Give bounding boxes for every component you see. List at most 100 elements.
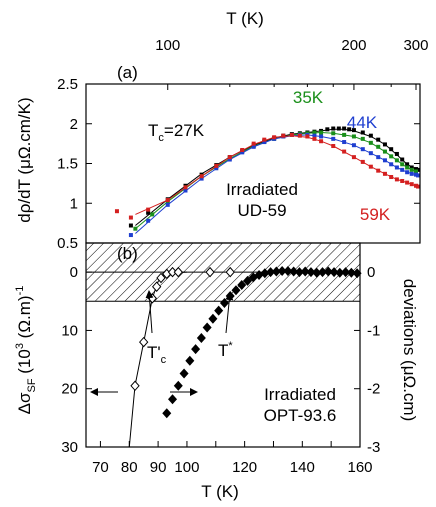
panel-a-y-tick-label-2: 2 [70, 116, 78, 133]
panel-a-x-ticks: 100 200 300 [155, 37, 429, 90]
tc-value: =27K [164, 121, 205, 140]
panel-b-x-axis-title: T (K) [201, 482, 238, 501]
panel-a-series [114, 126, 421, 238]
series-label-44k: 44K [347, 113, 378, 132]
point-open-diamond [173, 266, 183, 278]
panel-b-sample-line-2: OPT-93.6 [264, 406, 337, 425]
panel-b-left-y-tick-label-30: 30 [61, 439, 78, 456]
point-filled-diamond [191, 344, 201, 355]
point-filled-diamond [231, 285, 241, 296]
point-44k [413, 172, 418, 177]
panel-b-series [128, 265, 362, 448]
fit-line-59k [135, 135, 417, 215]
point-filled-diamond [208, 313, 218, 324]
point-27k [128, 223, 133, 228]
point-44k [262, 140, 267, 145]
point-27k [360, 130, 365, 135]
point-27k [342, 126, 347, 131]
tc-subscript: c [158, 132, 164, 144]
panel-b-x-tick-label-140: 140 [290, 459, 315, 476]
point-filled-diamond [318, 267, 328, 278]
panel-b-right-y-tick-label--2: -2 [367, 381, 380, 398]
point-open-diamond [151, 281, 162, 292]
left-y-end: (Ω.m) [15, 295, 34, 343]
point-filled-diamond [179, 368, 189, 379]
panel-a-sample-line-1: Irradiated [226, 180, 298, 199]
point-27k [331, 126, 336, 131]
point-filled-diamond [219, 298, 229, 309]
point-filled-diamond [346, 267, 356, 278]
panel-b-x-tick-label-100: 100 [174, 459, 199, 476]
tc-prime-annotation: T'c [147, 343, 167, 366]
point-27k [347, 127, 352, 132]
panel-b-right-y-ticks: 0 -1 -2 -3 [354, 264, 380, 456]
point-filled-diamond [162, 408, 172, 419]
panel-b-right-y-tick-label--3: -3 [367, 439, 380, 456]
point-27k [351, 128, 356, 133]
point-44k [146, 218, 151, 223]
panel-b-right-y-axis-title: deviations (μΩ.cm) [400, 279, 419, 421]
panel-b-x-tick-label-70: 70 [92, 459, 109, 476]
panel-b-label: (b) [117, 244, 138, 263]
point-35k [360, 136, 365, 141]
point-filled-diamond [202, 322, 212, 333]
panel-b-x-tick-label-120: 120 [232, 459, 257, 476]
point-filled-diamond [341, 267, 351, 278]
panel-b-x-tick-label-160: 160 [347, 459, 372, 476]
tc-prefix: T [148, 121, 158, 140]
point-59k [262, 137, 267, 142]
point-filled-diamond [173, 380, 183, 391]
panel-b-right-y-tick-label--1: -1 [367, 322, 380, 339]
panel-b-right-y-tick-label-0: 0 [367, 264, 375, 281]
point-filled-diamond [168, 394, 178, 405]
point-27k [368, 133, 373, 138]
point-filled-diamond [289, 266, 299, 277]
point-27k [336, 126, 341, 131]
panel-a-x-axis-title: T (K) [226, 9, 263, 28]
point-59k [297, 133, 302, 138]
point-filled-diamond [300, 266, 310, 277]
point-open-diamond [225, 266, 235, 278]
point-59k [128, 215, 133, 220]
panel-b-sample-line-1: Irradiated [264, 385, 336, 404]
series-deviations [162, 265, 362, 419]
panel-b-left-y-tick-label-0: 0 [70, 264, 78, 281]
panel-a-x-tick-label-100: 100 [155, 37, 180, 54]
tstar-annotation: T* [218, 340, 233, 360]
point-filled-diamond [335, 267, 345, 278]
panel-b-left-y-ticks: 0 10 20 30 [61, 264, 92, 456]
fit-line-44k [135, 134, 417, 234]
point-filled-diamond [271, 266, 281, 277]
panel-b-frame [85, 242, 361, 448]
panel-a-label: (a) [117, 63, 138, 82]
point-filled-diamond [323, 266, 333, 277]
point-filled-diamond [283, 265, 293, 276]
panel-a-x-tick-label-300: 300 [403, 37, 428, 54]
point-filled-diamond [237, 279, 247, 290]
panel-a-y-tick-label-1.5: 1.5 [57, 156, 78, 173]
tstar-arrow [225, 292, 234, 334]
point-59k [251, 141, 256, 146]
point-filled-diamond [214, 305, 224, 316]
point-filled-diamond [352, 268, 362, 279]
panel-a-y-tick-label-0.5: 0.5 [57, 235, 78, 252]
point-27k [394, 151, 399, 156]
panel-a-x-tick-label-200: 200 [341, 37, 366, 54]
point-filled-diamond [196, 333, 206, 344]
point-44k [416, 173, 421, 178]
panel-b-x-ticks: 70 80 90 100 120 140 160 [92, 441, 373, 476]
point-35k [413, 169, 418, 174]
point-open-diamond [139, 336, 149, 348]
point-27k [325, 127, 330, 132]
panel-a-y-tick-label-1: 1 [70, 195, 78, 212]
left-y-main: Δσ [15, 392, 34, 414]
panel-a-y-tick-label-2.5: 2.5 [57, 76, 78, 93]
point-filled-diamond [266, 267, 276, 278]
panel-b-x-tick-label-80: 80 [121, 459, 138, 476]
tc-prime-subscript: c [161, 354, 167, 366]
point-filled-diamond [312, 267, 322, 278]
point-filled-diamond [185, 355, 195, 366]
tc-prime-arrow [145, 290, 154, 334]
panel-b-left-y-tick-label-10: 10 [61, 322, 78, 339]
panel-a-y-axis-title: dρ/dT (μΩ.cm/K) [15, 97, 34, 222]
